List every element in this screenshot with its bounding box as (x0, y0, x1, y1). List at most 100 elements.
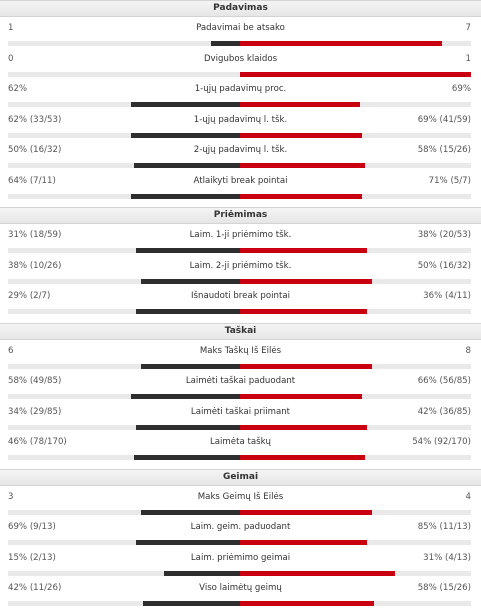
home-value: 15% (2/13) (8, 552, 56, 563)
home-bar (134, 455, 240, 460)
away-bar (240, 601, 374, 606)
away-value: 58% (15/26) (417, 583, 471, 593)
away-value: 42% (36/85) (417, 406, 471, 417)
home-bar (131, 193, 240, 199)
away-value: 85% (11/13) (417, 522, 471, 532)
stat-label: Išnaudoti break pointai (190, 291, 290, 301)
home-value: 34% (29/85) (8, 406, 62, 417)
stat-label: Maks Taškų Iš Eilės (199, 345, 282, 356)
away-bar (240, 309, 367, 314)
home-value: 69% (9/13) (8, 522, 56, 532)
away-bar (240, 278, 372, 284)
stat-label: Maks Geimų Iš Eilės (197, 491, 284, 502)
away-bar (240, 455, 365, 460)
home-bar (131, 102, 240, 107)
stat-label: Laim. 2-ji priėmimo tšk. (189, 260, 292, 271)
away-bar (240, 132, 362, 138)
away-bar (240, 509, 372, 515)
away-bar (240, 163, 365, 168)
home-value: 46% (78/170) (8, 437, 67, 447)
away-value: 7 (465, 23, 471, 33)
away-value: 69% (451, 84, 471, 94)
stat-row: 42% (11/26) Viso laimėtų geimų 58% (15/26) (0, 581, 481, 609)
stat-row: 15% (2/13) Laim. priėmimo geimai 31% (4/13… (0, 551, 481, 579)
stat-row: 34% (29/85) Laimėti taškai priimant 42% (3… (0, 405, 481, 433)
stat-row: 69% (9/13) Laim. geim. paduodant 85% (11/1… (0, 520, 481, 548)
home-value: 50% (16/32) (8, 145, 62, 155)
stat-bar-track (8, 71, 471, 77)
stat-label: 2-ųjų padavimų l. tšk. (193, 145, 288, 155)
stat-label: Laim. priėmimo geimai (190, 552, 291, 563)
away-bar (240, 248, 367, 253)
section-header: Priėmimas (0, 207, 481, 224)
away-value: 50% (16/32) (417, 260, 471, 271)
stat-row: 6 Maks Taškų Iš Eilės 8 (0, 344, 481, 372)
stat-row: 62% (33/53) 1-ųjų padavimų l. tšk. 69% (41… (0, 113, 481, 141)
home-bar (164, 570, 240, 576)
stat-row: 64% (7/11) Atlaikyti break pointai 71% (5/… (0, 174, 481, 202)
away-value: 58% (15/26) (417, 145, 471, 155)
home-value: 64% (7/11) (8, 175, 56, 186)
away-value: 71% (5/7) (428, 175, 471, 186)
home-bar (141, 509, 240, 515)
away-value: 69% (41/59) (417, 114, 471, 125)
away-bar (240, 570, 395, 576)
home-value: 31% (18/59) (8, 230, 62, 240)
home-value: 29% (2/7) (8, 291, 51, 301)
home-value: 38% (10/26) (8, 260, 62, 271)
stat-row: 62% 1-ųjų padavimų proc. 69% (0, 82, 481, 110)
home-bar (136, 424, 240, 430)
home-value: 6 (8, 345, 14, 356)
home-bar (136, 309, 240, 314)
stat-label: Laimėta taškų (209, 437, 271, 447)
stat-label: Laim. geim. paduodant (190, 522, 291, 532)
stat-row: 46% (78/170) Laimėta taškų 54% (92/170) (0, 435, 481, 463)
away-bar (240, 363, 372, 369)
home-value: 0 (8, 53, 14, 64)
away-value: 1 (465, 53, 471, 64)
stat-label: Dvigubos klaidos (203, 53, 278, 64)
home-value: 62% (33/53) (8, 114, 62, 125)
away-value: 8 (465, 345, 471, 356)
away-value: 66% (56/85) (417, 376, 471, 386)
home-value: 3 (8, 491, 14, 502)
home-value: 58% (49/85) (8, 376, 62, 386)
home-bar (136, 540, 240, 545)
home-bar (134, 163, 240, 168)
stat-label: Laimėti taškai paduodant (185, 376, 296, 386)
stat-row: 3 Maks Geimų Iš Eilės 4 (0, 490, 481, 518)
home-value: 1 (8, 23, 14, 33)
home-bar (131, 394, 240, 399)
home-bar (141, 278, 240, 284)
away-bar (240, 540, 367, 545)
stat-row: 58% (49/85) Laimėti taškai paduodant 66% (… (0, 374, 481, 402)
section-header: Taškai (0, 322, 481, 340)
home-bar (143, 601, 240, 606)
stat-row: 0 Dvigubos klaidos 1 (0, 52, 481, 80)
away-bar (240, 193, 362, 199)
away-bar (240, 424, 367, 430)
home-bar (211, 41, 240, 46)
stat-label: 1-ųjų padavimų proc. (194, 84, 287, 94)
stat-row: 1 Padavimai be atsako 7 (0, 21, 481, 49)
away-value: 38% (20/53) (417, 230, 471, 240)
stat-row: 31% (18/59) Laim. 1-ji priėmimo tšk. 38% (… (0, 228, 481, 256)
away-bar (240, 394, 362, 399)
stat-label: Viso laimėtų geimų (199, 583, 282, 593)
stat-row: 29% (2/7) Išnaudoti break pointai 36% (4/1… (0, 289, 481, 317)
away-value: 54% (92/170) (412, 437, 471, 447)
stat-label: Atlaikyti break pointai (193, 175, 288, 186)
section-header: Geimai (0, 468, 481, 486)
away-bar (240, 102, 360, 107)
stat-label: Laimėti taškai priimant (190, 406, 291, 417)
home-value: 42% (11/26) (8, 583, 62, 593)
section-header: Padavimas (0, 0, 481, 17)
home-bar (136, 248, 240, 253)
home-bar (141, 363, 240, 369)
away-bar (240, 41, 442, 46)
home-bar (131, 132, 240, 138)
stat-row: 50% (16/32) 2-ųjų padavimų l. tšk. 58% (15… (0, 143, 481, 171)
away-value: 4 (465, 491, 471, 502)
stat-label: Laim. 1-ji priėmimo tšk. (189, 230, 292, 240)
away-value: 36% (4/11) (423, 291, 471, 301)
